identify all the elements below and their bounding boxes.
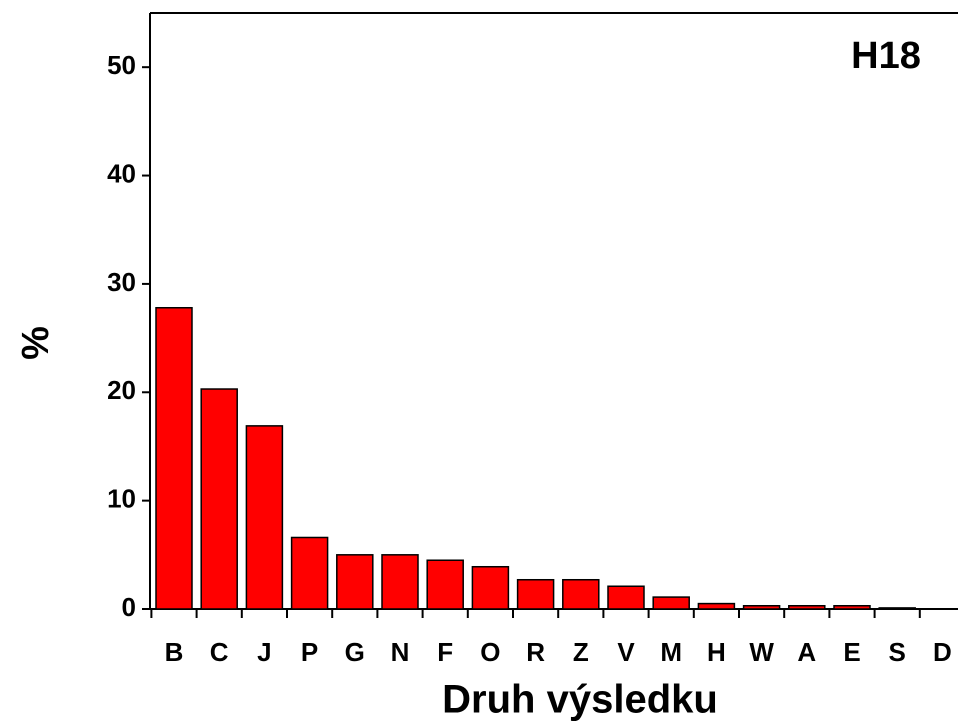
bar (516, 578, 555, 610)
x-tick-label: R (526, 637, 545, 667)
x-tick-label: D (933, 637, 952, 667)
bar (245, 425, 284, 610)
x-tick-label: J (257, 637, 271, 667)
bar (290, 536, 329, 610)
x-tick-label: C (210, 637, 229, 667)
bar (200, 388, 238, 610)
bar (788, 604, 826, 610)
y-tick-label: 40 (107, 158, 136, 188)
bar (336, 554, 374, 610)
x-tick-label: A (797, 637, 816, 667)
x-tick-label: P (301, 637, 318, 667)
annotation: H18 (851, 35, 921, 77)
bar (381, 554, 419, 610)
y-tick-label: 20 (107, 375, 136, 405)
y-tick-label: 0 (122, 592, 136, 622)
x-tick-label: O (480, 637, 500, 667)
bar (562, 578, 600, 610)
x-tick-label: N (391, 637, 410, 667)
x-tick-label: Z (573, 637, 589, 667)
bar (697, 602, 736, 610)
x-tick-label: F (437, 637, 453, 667)
x-tick-label: M (660, 637, 682, 667)
bar (878, 607, 916, 610)
x-tick-label: E (843, 637, 860, 667)
y-tick-label: 10 (107, 484, 136, 514)
x-tick-label: G (345, 637, 365, 667)
bar (652, 596, 690, 610)
y-tick-label: 50 (107, 50, 136, 80)
bar (833, 604, 871, 610)
bar (742, 604, 781, 610)
x-tick-label: W (749, 637, 774, 667)
x-tick-label: B (165, 637, 184, 667)
x-tick-label: V (617, 637, 635, 667)
x-tick-label: H (707, 637, 726, 667)
x-axis-label: Druh výsledku (442, 678, 718, 722)
y-tick-label: 30 (107, 267, 136, 297)
bar (471, 565, 510, 610)
x-tick-label: S (889, 637, 906, 667)
bar (155, 306, 193, 610)
bar (607, 585, 645, 610)
bar (426, 559, 464, 610)
y-axis-label: % (15, 326, 57, 360)
